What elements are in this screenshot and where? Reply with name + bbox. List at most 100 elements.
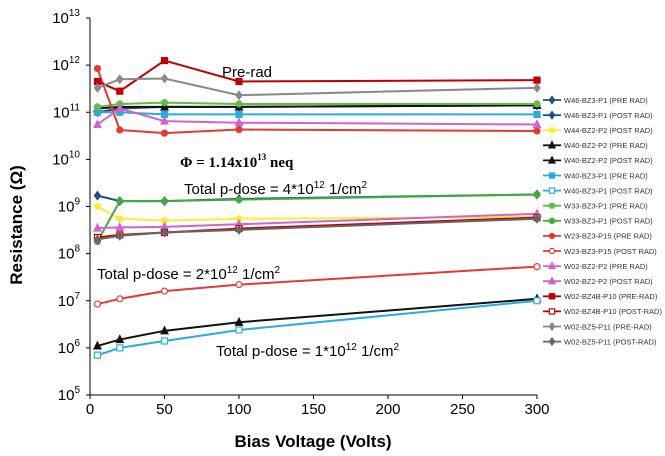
data-point: [93, 190, 102, 201]
legend-label: W46-BZ3-P1 (POST RAD): [564, 111, 653, 120]
legend-entry: W02-BZ2-P2 (POST RAD): [543, 276, 653, 286]
data-point: [235, 100, 243, 108]
data-point: [235, 110, 243, 119]
data-point: [234, 316, 244, 326]
data-point: [160, 129, 169, 137]
legend-entry: W40-BZ2-P2 (POST RAD): [543, 155, 653, 165]
legend-label: W02-BZ4B-P10 (PRE-RAD): [564, 292, 658, 301]
data-point: [160, 197, 169, 205]
data-point: [160, 101, 169, 111]
data-point: [93, 82, 102, 93]
data-point: [235, 125, 243, 134]
legend-swatch-marker: [548, 293, 556, 300]
annotation-pre-rad: Pre-rad: [222, 64, 272, 81]
data-point: [235, 326, 243, 334]
data-point: [116, 295, 124, 303]
data-point: [160, 337, 169, 345]
legend-label: W44-BZ2-P2 (POST RAD): [564, 126, 653, 135]
x-tick-label: 150: [301, 401, 326, 418]
legend-label: W02-BZ2-P2 (POST RAD): [564, 277, 653, 286]
legend-entry: W40-BZ3-P1 (POST RAD): [543, 186, 653, 195]
legend-entry: W02-BZ5-P11 (POST-RAD): [543, 336, 657, 347]
data-point: [116, 74, 124, 85]
legend-entry: W02-BZ5-P11 (PRE-RAD): [543, 321, 652, 332]
data-point: [115, 334, 125, 344]
legend-swatch-marker: [548, 126, 556, 134]
legend-entry: W23-BZ3-P15 (PRE RAD): [543, 232, 652, 241]
data-point: [93, 64, 102, 73]
y-tick-label: 1012: [52, 55, 80, 74]
x-tick-label: 250: [450, 401, 475, 418]
data-point: [116, 344, 124, 352]
data-point: [533, 82, 541, 93]
data-point: [93, 202, 102, 211]
legend-label: W40-BZ2-P2 (PRE RAD): [564, 141, 648, 150]
data-point: [160, 99, 169, 107]
x-tick-label: 100: [226, 401, 251, 418]
data-point: [92, 119, 102, 129]
data-point: [533, 110, 541, 119]
legend-label: W40-BZ3-P1 (PRE RAD): [564, 171, 648, 180]
y-tick-label: 107: [58, 291, 81, 310]
x-axis-label: Bias Voltage (Volts): [234, 432, 391, 451]
legend: W46-BZ3-P1 (PRE RAD) W46-BZ3-P1 (POST RAD…: [543, 95, 662, 347]
data-point: [116, 215, 124, 223]
legend-entry: W02-BZ4B-P10 (PRE-RAD): [543, 292, 658, 301]
legend-swatch-marker: [548, 172, 556, 179]
y-tick-label: 1010: [52, 149, 80, 168]
y-tick-label: 106: [58, 338, 81, 357]
legend-label: W46-BZ3-P1 (PRE RAD): [564, 96, 648, 105]
legend-swatch-marker: [548, 336, 556, 347]
legend-label: W02-BZ4B-P10 (POST-RAD): [564, 307, 662, 316]
data-point: [533, 76, 541, 84]
data-point: [235, 281, 243, 289]
legend-label: W33-BZ3-P1 (POST RAD): [564, 217, 653, 226]
legend-entry: W46-BZ3-P1 (POST RAD): [543, 110, 653, 120]
legend-entry: W23-BZ3-P15 (POST RAD): [543, 247, 657, 256]
y-tick-label: 105: [58, 385, 81, 404]
data-point: [115, 103, 125, 113]
data-point: [533, 190, 541, 199]
data-point: [160, 325, 169, 335]
legend-label: W23-BZ3-P15 (PRE RAD): [564, 232, 652, 241]
data-point: [160, 73, 169, 84]
legend-swatch-marker: [548, 321, 556, 332]
legend-label: W40-BZ2-P2 (POST RAD): [564, 156, 653, 165]
data-point: [93, 234, 102, 245]
annotation-dose-4e12: Total p-dose = 4*1012 1/cm2: [184, 180, 368, 198]
annotation-dose-2e12: Total p-dose = 2*1012 1/cm2: [97, 265, 281, 283]
data-point: [116, 230, 124, 241]
legend-entry: W33-BZ3-P1 (POST RAD): [543, 217, 653, 226]
data-point: [116, 87, 124, 95]
data-point: [533, 100, 541, 108]
legend-swatch-marker: [548, 187, 556, 194]
legend-swatch-marker: [548, 247, 556, 255]
data-point: [533, 127, 541, 135]
annotation-dose-1e12: Total p-dose = 1*1012 1/cm2: [216, 342, 400, 360]
legend-label: W02-BZ5-P11 (POST-RAD): [564, 337, 657, 346]
data-point: [116, 197, 124, 205]
data-point: [235, 224, 243, 235]
legend-label: W23-BZ3-P15 (POST RAD): [564, 247, 657, 256]
legend-swatch-marker: [547, 261, 557, 270]
data-point: [160, 115, 169, 125]
data-point: [533, 297, 541, 305]
annotation-fluence: Φ = 1.14x1013 neq: [180, 152, 294, 171]
data-point: [115, 222, 125, 232]
x-tick-label: 50: [156, 401, 173, 418]
legend-swatch-marker: [548, 202, 556, 209]
series-6: [93, 297, 541, 359]
data-point: [116, 126, 124, 134]
series-11: [92, 103, 542, 129]
legend-swatch-marker: [547, 276, 557, 285]
data-point: [93, 351, 102, 359]
data-point: [93, 300, 102, 308]
y-tick-label: 108: [58, 244, 81, 263]
data-point: [93, 103, 102, 111]
legend-entry: W02-BZ4B-P10 (POST-RAD): [543, 307, 662, 316]
legend-swatch-marker: [548, 95, 556, 105]
legend-swatch-marker: [548, 217, 556, 224]
legend-entry: W33-BZ3-P1 (PRE RAD): [543, 202, 648, 211]
legend-swatch-marker: [548, 232, 556, 240]
